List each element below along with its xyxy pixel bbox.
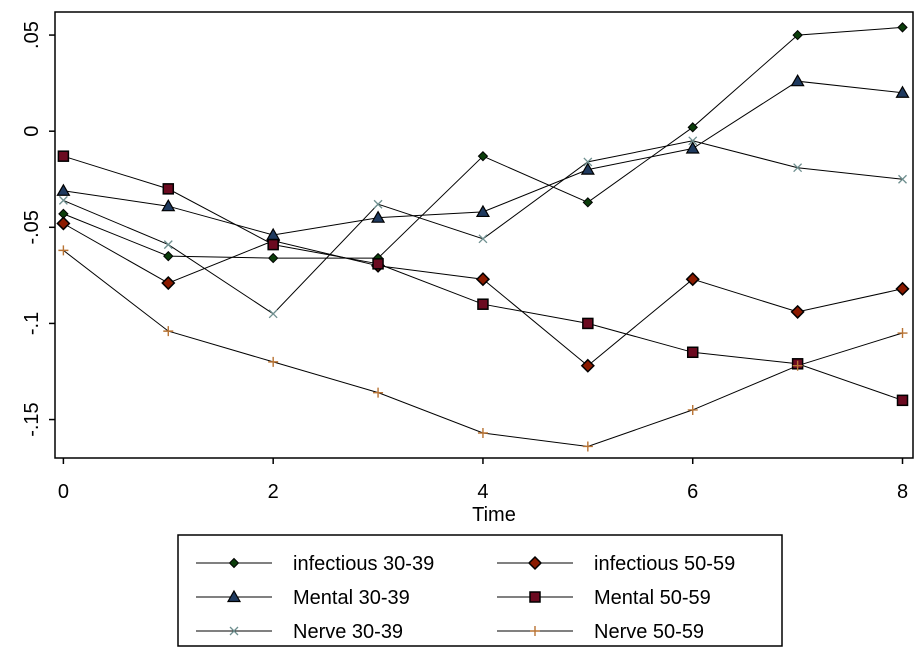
series-markers xyxy=(56,22,910,452)
data-point-infectious-30-39 xyxy=(582,197,594,208)
legend-label: Nerve 50-59 xyxy=(594,621,704,643)
data-point-infectious-30-39 xyxy=(897,22,908,33)
legend-marker xyxy=(530,626,540,636)
y-tick-label: -.1 xyxy=(21,312,43,335)
data-point-mental-50-59 xyxy=(267,238,279,251)
data-point-nerve-50-59 xyxy=(792,360,803,371)
data-point-nerve-50-59 xyxy=(687,404,698,415)
data-point-mental-30-39 xyxy=(475,204,490,218)
x-tick-label: 4 xyxy=(477,481,488,503)
data-point-mental-50-59 xyxy=(372,258,384,270)
series-line-nerve-30-39 xyxy=(63,140,903,315)
data-point-nerve-50-59 xyxy=(897,328,908,339)
data-point-nerve-30-39 xyxy=(58,195,68,205)
data-point-nerve-30-39 xyxy=(268,309,278,319)
legend-item-nerve-30-39: Nerve 30-39 xyxy=(196,621,403,643)
data-point-mental-30-39 xyxy=(895,85,910,98)
data-point-infectious-30-39 xyxy=(477,150,489,162)
legend-marker xyxy=(527,555,543,571)
data-point-infectious-50-59 xyxy=(685,272,700,287)
legend-label: infectious 50-59 xyxy=(594,553,735,575)
data-point-mental-50-59 xyxy=(686,346,699,359)
y-tick-label: -.15 xyxy=(21,402,43,436)
data-point-infectious-50-59 xyxy=(790,304,805,319)
data-point-infectious-50-59 xyxy=(56,216,71,231)
legend-item-infectious-50-59: infectious 50-59 xyxy=(497,553,735,575)
series-lines xyxy=(63,26,903,448)
data-point-mental-30-39 xyxy=(790,73,805,87)
legend-item-nerve-50-59: Nerve 50-59 xyxy=(497,621,704,643)
data-point-nerve-30-39 xyxy=(688,136,698,146)
data-point-infectious-30-39 xyxy=(792,29,803,41)
data-point-mental-30-39 xyxy=(580,162,595,175)
data-point-infectious-50-59 xyxy=(161,275,176,291)
data-point-infectious-50-59 xyxy=(895,281,910,296)
legend-label: Nerve 30-39 xyxy=(293,621,403,643)
data-point-infectious-30-39 xyxy=(687,122,698,133)
series-line-infectious-30-39 xyxy=(63,26,903,259)
legend-label: Mental 50-59 xyxy=(594,587,711,609)
data-point-mental-30-39 xyxy=(161,198,176,212)
data-point-mental-50-59 xyxy=(896,394,909,407)
data-point-nerve-50-59 xyxy=(268,356,279,367)
series-line-infectious-50-59 xyxy=(63,223,903,367)
plot-frame xyxy=(54,11,914,459)
data-point-nerve-30-39 xyxy=(373,199,383,209)
data-point-infectious-50-59 xyxy=(475,272,491,287)
data-point-nerve-30-39 xyxy=(163,240,173,250)
data-point-nerve-50-59 xyxy=(477,428,488,439)
data-point-nerve-30-39 xyxy=(478,234,488,244)
data-point-mental-30-39 xyxy=(56,183,71,196)
data-point-nerve-30-39 xyxy=(793,163,803,173)
legend: infectious 30-39 infectious 50-59 Mental 3… xyxy=(196,553,735,643)
data-point-mental-50-59 xyxy=(477,298,489,310)
legend-marker xyxy=(228,557,240,569)
x-tick-label: 8 xyxy=(897,481,908,503)
data-point-nerve-50-59 xyxy=(373,387,384,398)
data-point-infectious-50-59 xyxy=(580,358,595,373)
data-point-infectious-30-39 xyxy=(267,252,279,264)
x-axis: 0 2 4 6 8 xyxy=(58,458,908,503)
y-tick-label: .05 xyxy=(21,21,43,49)
data-point-mental-30-39 xyxy=(685,141,700,154)
legend-label: infectious 30-39 xyxy=(293,553,434,575)
data-point-nerve-30-39 xyxy=(898,174,907,184)
x-tick-label: 2 xyxy=(268,481,279,503)
legend-label: Mental 30-39 xyxy=(293,587,410,609)
data-point-mental-50-59 xyxy=(582,317,594,330)
legend-marker xyxy=(226,589,242,603)
legend-item-mental-30-39: Mental 30-39 xyxy=(196,587,410,609)
legend-box xyxy=(177,534,783,647)
data-point-mental-30-39 xyxy=(371,210,386,223)
legend-item-infectious-30-39: infectious 30-39 xyxy=(196,553,434,575)
data-point-nerve-50-59 xyxy=(58,245,69,256)
data-point-mental-50-59 xyxy=(162,183,175,195)
data-point-infectious-30-39 xyxy=(163,250,174,262)
legend-marker xyxy=(529,591,541,603)
y-tick-label: 0 xyxy=(21,126,43,137)
y-axis: .05 0 -.05 -.1 -.15 xyxy=(21,21,55,437)
x-tick-label: 0 xyxy=(58,481,69,503)
x-tick-label: 6 xyxy=(687,481,698,503)
data-point-nerve-50-59 xyxy=(163,326,174,337)
data-point-nerve-50-59 xyxy=(582,441,593,452)
x-axis-title: Time xyxy=(472,504,516,526)
data-point-mental-50-59 xyxy=(57,150,70,162)
data-point-nerve-30-39 xyxy=(583,157,593,167)
legend-marker xyxy=(229,626,239,636)
legend-item-mental-50-59: Mental 50-59 xyxy=(497,587,711,609)
y-tick-label: -.05 xyxy=(21,210,43,244)
